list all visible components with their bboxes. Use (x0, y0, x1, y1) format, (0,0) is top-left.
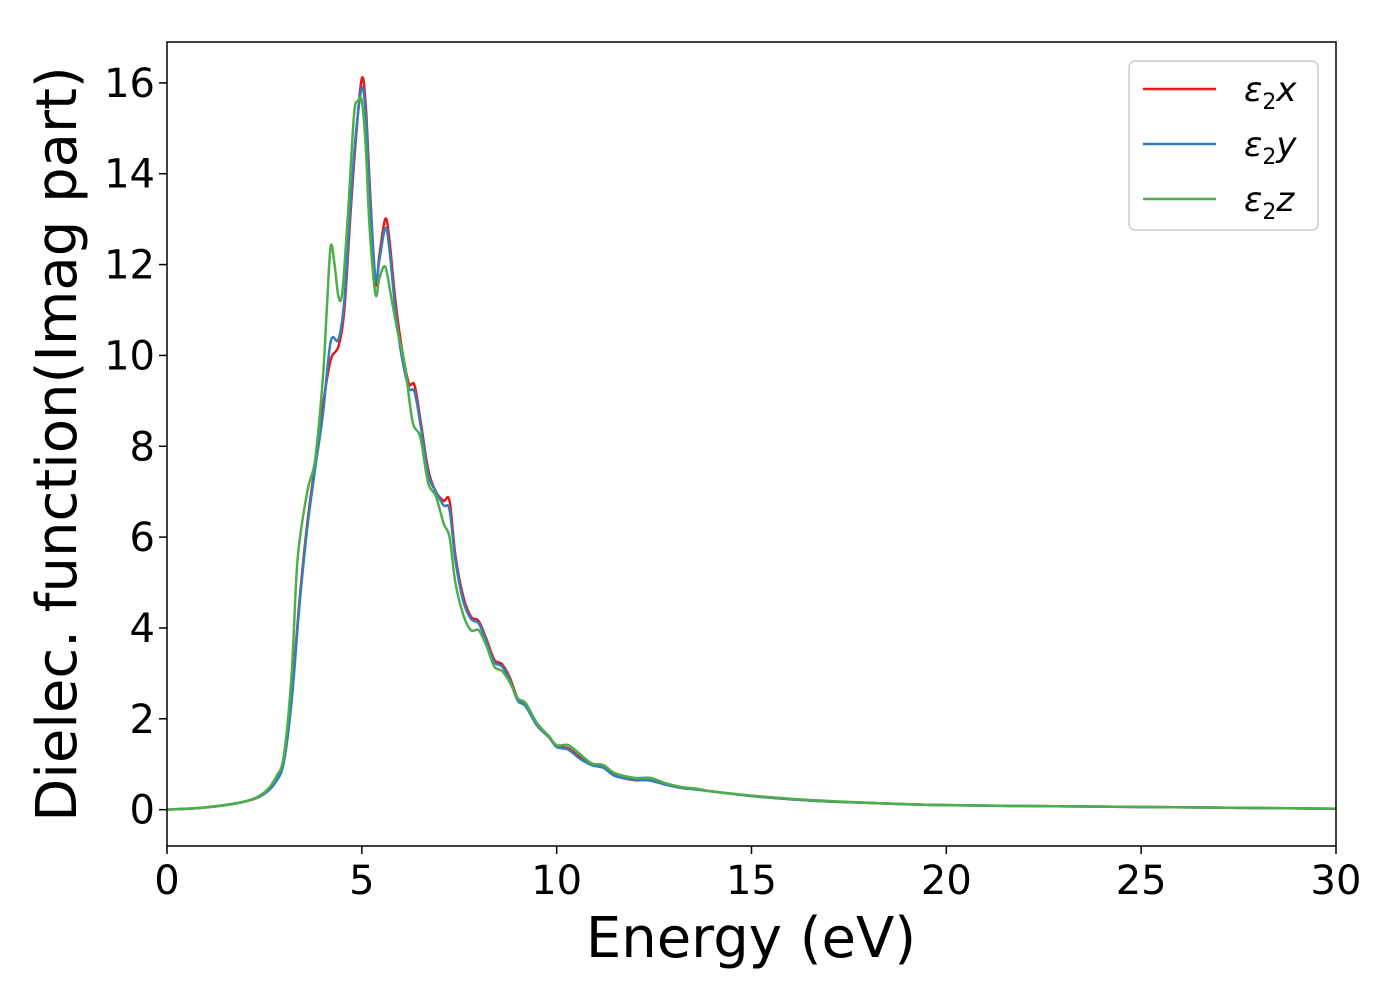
x-tick-label: 0 (154, 858, 179, 904)
y-tick-label: 4 (130, 606, 155, 652)
series-line-z (166, 95, 1337, 811)
y-tick-label: 8 (130, 424, 155, 470)
y-axis-title: Dielec. function(Imag part) (25, 66, 90, 822)
legend-box (1128, 60, 1319, 231)
legend-label-z: ε2z (1244, 180, 1295, 225)
legend-label-x: ε2x (1244, 70, 1297, 115)
y-axis: 0 2 4 6 8 10 12 14 16 (104, 61, 167, 834)
x-axis: 0 5 10 15 20 25 30 (154, 846, 1361, 904)
y-tick-label: 14 (104, 152, 155, 198)
series-layer (166, 76, 1337, 811)
x-tick-label: 5 (349, 858, 374, 904)
legend-entries: ε2x ε2y ε2z (1143, 70, 1297, 225)
y-tick-label: 6 (130, 515, 155, 561)
x-tick-label: 30 (1311, 858, 1362, 904)
x-tick-label: 10 (531, 858, 582, 904)
x-tick-label: 25 (1116, 858, 1167, 904)
x-tick-label: 15 (726, 858, 777, 904)
legend-label-y: ε2y (1244, 125, 1297, 170)
y-tick-label: 0 (130, 788, 155, 834)
y-tick-label: 12 (104, 243, 155, 289)
x-tick-label: 20 (921, 858, 972, 904)
x-axis-title: Energy (eV) (586, 906, 916, 971)
y-tick-label: 2 (130, 697, 155, 743)
legend: ε2x ε2y ε2z (1128, 60, 1319, 231)
y-tick-label: 16 (104, 61, 155, 107)
y-tick-label: 10 (104, 333, 155, 379)
